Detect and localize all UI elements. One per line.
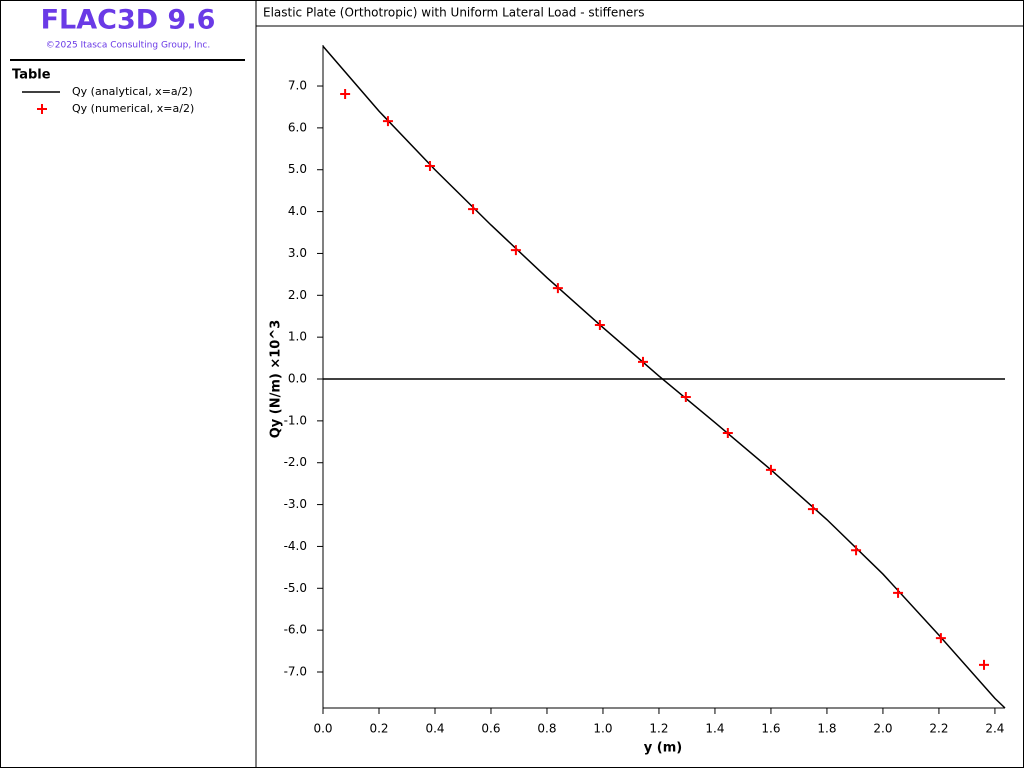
numerical-point — [722, 428, 733, 439]
numerical-point — [893, 587, 904, 598]
x-tick-label: 1.0 — [593, 722, 612, 736]
y-axis-label: Qy (N/m) ×10^3 — [269, 320, 284, 439]
legend-entry: Qy (numerical, x=a/2) — [72, 102, 194, 115]
numerical-point — [638, 356, 649, 367]
numerical-point — [382, 116, 393, 127]
y-tick-label: 6.0 — [288, 120, 307, 134]
numerical-point — [552, 283, 563, 294]
y-tick-label: 2.0 — [288, 288, 307, 302]
y-tick-label: -4.0 — [284, 539, 307, 553]
legend-swatch — [37, 104, 47, 114]
x-tick-label: 1.2 — [649, 722, 668, 736]
y-tick-label: -2.0 — [284, 455, 307, 469]
y-tick-label: -6.0 — [284, 623, 307, 637]
x-axis-label: y (m) — [644, 741, 682, 756]
legend-heading: Table — [12, 68, 51, 83]
x-tick-label: 1.4 — [705, 722, 724, 736]
numerical-point — [594, 320, 605, 331]
chart-title: Elastic Plate (Orthotropic) with Uniform… — [263, 6, 645, 20]
analytical-line — [322, 45, 1006, 709]
copyright: ©2025 Itasca Consulting Group, Inc. — [46, 41, 210, 51]
x-tick-label: 1.8 — [817, 722, 836, 736]
x-tick-label: 0.2 — [369, 722, 388, 736]
x-tick-label: 2.0 — [873, 722, 892, 736]
y-tick-label: 5.0 — [288, 162, 307, 176]
numerical-point — [851, 545, 862, 556]
x-tick-label: 2.4 — [985, 722, 1004, 736]
numerical-point — [765, 464, 776, 475]
numerical-point — [424, 160, 435, 171]
y-tick-label: -7.0 — [284, 665, 307, 679]
y-tick-label: -5.0 — [284, 581, 307, 595]
y-tick-label: 1.0 — [288, 330, 307, 344]
x-tick-label: 1.6 — [761, 722, 780, 736]
app-title: FLAC3D 9.6 — [41, 5, 216, 36]
x-tick-label: 0.6 — [481, 722, 500, 736]
numerical-point — [510, 245, 521, 256]
x-tick-label: 0.4 — [425, 722, 444, 736]
numerical-point — [680, 392, 691, 403]
y-tick-label: 4.0 — [288, 204, 307, 218]
numerical-point — [807, 504, 818, 515]
y-tick-label: -3.0 — [284, 497, 307, 511]
numerical-point — [340, 88, 351, 99]
numerical-point — [468, 204, 479, 215]
x-tick-label: 0.0 — [313, 722, 332, 736]
numerical-point — [935, 633, 946, 644]
y-tick-label: 7.0 — [288, 79, 307, 93]
numerical-point — [979, 659, 990, 670]
x-tick-label: 0.8 — [537, 722, 556, 736]
x-tick-label: 2.2 — [929, 722, 948, 736]
y-tick-label: -1.0 — [284, 413, 307, 427]
legend-entry: Qy (analytical, x=a/2) — [72, 85, 193, 98]
y-tick-label: 3.0 — [288, 246, 307, 260]
y-tick-label: 0.0 — [288, 372, 307, 386]
